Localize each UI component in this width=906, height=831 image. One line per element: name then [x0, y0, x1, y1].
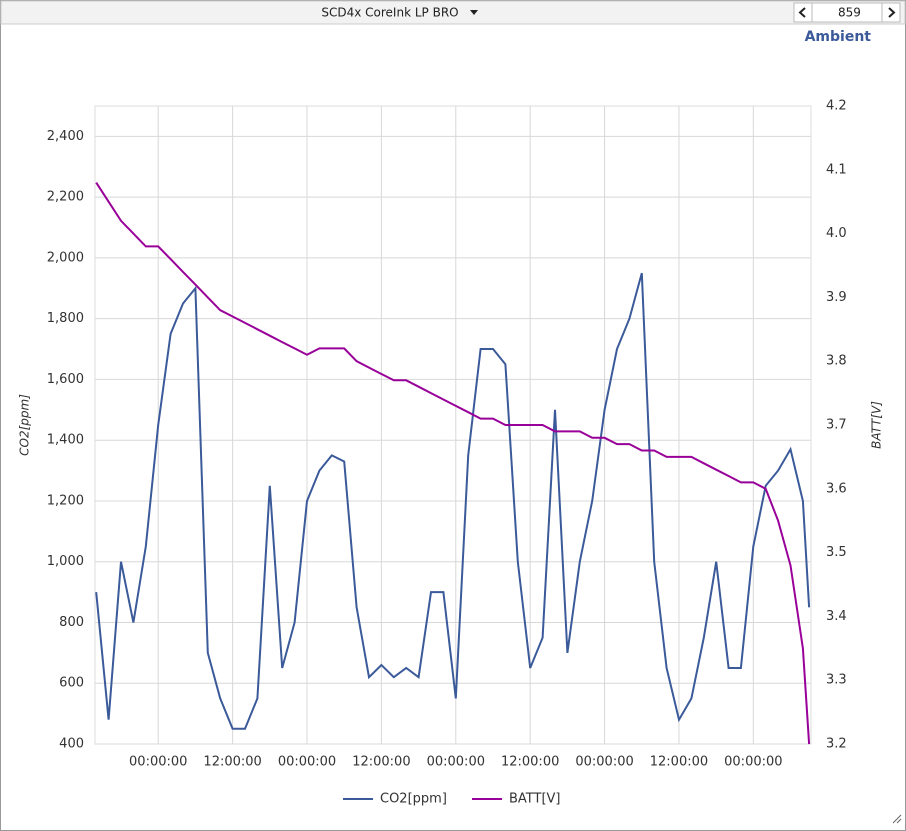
y2-tick-label: 3.4: [826, 609, 847, 624]
series-line: [95, 272, 811, 730]
y-tick-label: 1,800: [47, 311, 84, 326]
view-label[interactable]: Ambient: [805, 29, 872, 45]
x-tick-label: 00:00:00: [129, 755, 187, 770]
device-selector[interactable]: SCD4x CoreInk LP BRO: [321, 6, 458, 20]
legend-label: BATT[V]: [509, 792, 561, 807]
y-tick-label: 2,400: [47, 129, 84, 144]
y-axis-title: CO2[ppm]: [18, 394, 32, 456]
y2-tick-label: 3.5: [826, 545, 847, 560]
y-tick-label: 1,000: [47, 554, 84, 569]
x-tick-label: 00:00:00: [427, 755, 485, 770]
y-tick-label: 600: [59, 676, 84, 691]
y-tick-label: 800: [59, 615, 84, 630]
next-icon: [888, 7, 896, 18]
toolbar: [0, 0, 906, 25]
y-tick-label: 1,600: [47, 372, 84, 387]
y2-tick-label: 3.2: [826, 737, 847, 752]
x-tick-label: 00:00:00: [575, 755, 633, 770]
prev-button[interactable]: [793, 2, 813, 23]
y2-tick-label: 4.0: [826, 226, 847, 241]
y-tick-label: 1,400: [47, 433, 84, 448]
y2-tick-label: 3.3: [826, 673, 847, 688]
y2-tick-label: 4.2: [826, 99, 847, 114]
x-tick-label: 12:00:00: [352, 755, 410, 770]
x-tick-label: 12:00:00: [650, 755, 708, 770]
y2-tick-label: 3.6: [826, 481, 847, 496]
y2-tick-label: 3.7: [826, 418, 847, 433]
plot-area: [94, 105, 812, 745]
page-value: 859: [838, 6, 861, 20]
y-tick-label: 400: [59, 737, 84, 752]
y-tick-label: 2,200: [47, 190, 84, 205]
dropdown-caret[interactable]: [470, 10, 478, 15]
y2-axis-title: BATT[V]: [870, 401, 884, 449]
y2-tick-label: 3.8: [826, 354, 847, 369]
x-tick-label: 00:00:00: [278, 755, 336, 770]
resize-grip[interactable]: [892, 814, 902, 824]
y-tick-label: 1,200: [47, 493, 84, 508]
series-line: [95, 182, 811, 745]
y2-tick-label: 4.1: [826, 162, 847, 177]
legend-label: CO2[ppm]: [380, 792, 447, 807]
x-tick-label: 00:00:00: [724, 755, 782, 770]
y2-tick-label: 3.9: [826, 290, 847, 305]
next-button[interactable]: [881, 2, 901, 23]
y-tick-label: 2,000: [47, 250, 84, 265]
prev-icon: [798, 7, 806, 18]
x-tick-label: 12:00:00: [501, 755, 559, 770]
x-tick-label: 12:00:00: [203, 755, 261, 770]
